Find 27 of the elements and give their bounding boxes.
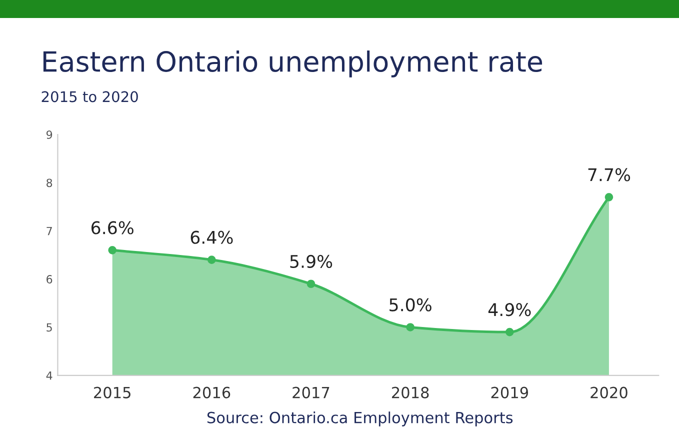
data-label: 4.9% <box>488 303 531 316</box>
y-tick-label: 7 <box>46 227 52 236</box>
x-tick-label: 2016 <box>193 386 230 398</box>
chart-subtitle: 2015 to 2020 <box>42 91 138 102</box>
point <box>306 280 316 288</box>
data-label: 6.4% <box>190 230 233 244</box>
data-label: 6.6% <box>92 221 134 234</box>
data-label: 5.0% <box>390 298 432 312</box>
y-tick-label: 8 <box>46 178 52 188</box>
point <box>604 193 614 202</box>
point <box>505 328 514 336</box>
x-tick-label: 2019 <box>491 386 528 398</box>
y-tick-label: 9 <box>46 130 52 139</box>
x-tick-label: 2015 <box>94 386 130 398</box>
point <box>208 256 216 264</box>
data-label: 5.9% <box>290 254 332 268</box>
point <box>108 246 117 254</box>
data-label: 7.7% <box>588 168 630 182</box>
y-tick-label: 5 <box>46 323 52 332</box>
point <box>406 323 414 332</box>
y-tick-label: 6 <box>46 275 52 284</box>
chart-title: Eastern Ontario unemployment rate <box>43 50 542 78</box>
source-note: Source: Ontario.ca Employment Reports <box>207 412 513 426</box>
y-tick-label: 4 <box>46 372 52 380</box>
x-tick-label: 2018 <box>392 386 429 398</box>
x-tick-label: 2017 <box>292 386 330 398</box>
x-tick-label: 2020 <box>590 386 628 398</box>
